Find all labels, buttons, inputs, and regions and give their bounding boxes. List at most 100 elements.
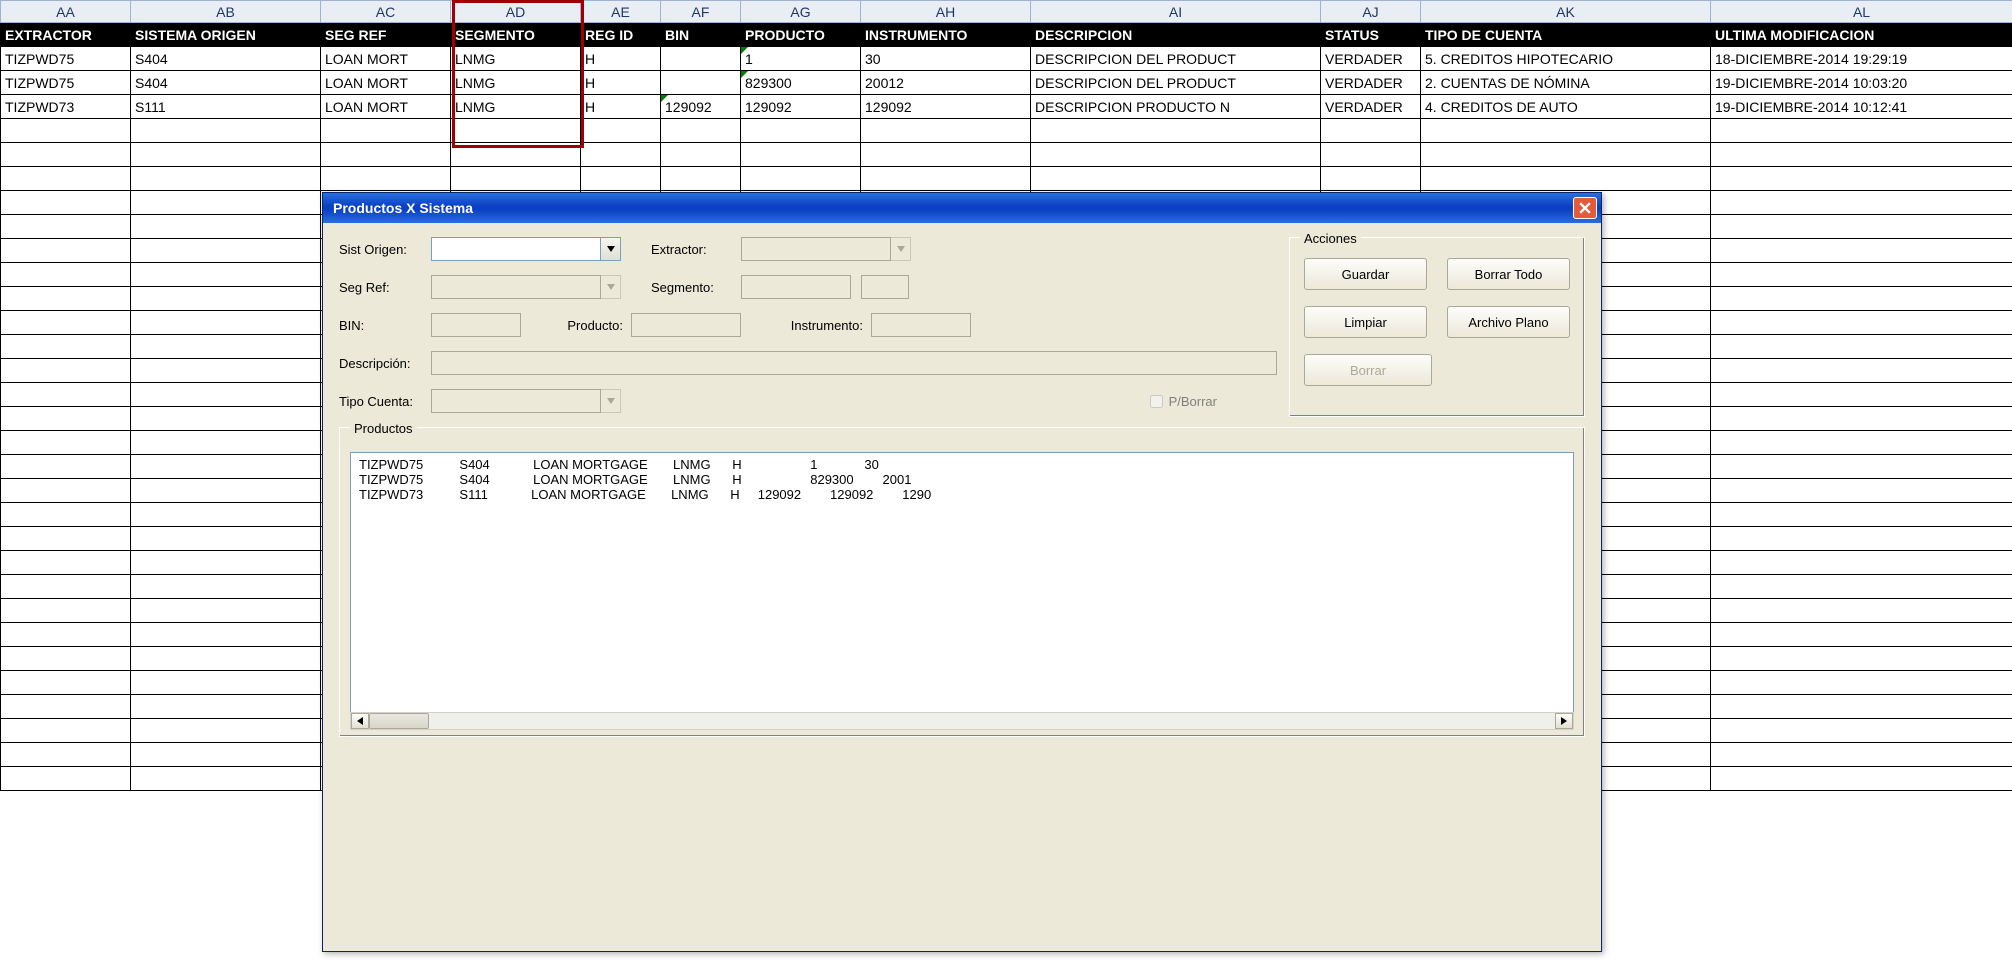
cell[interactable]: 829300	[741, 71, 861, 95]
cell[interactable]	[321, 119, 451, 143]
cell[interactable]	[131, 359, 321, 383]
column-letter-AG[interactable]: AG	[741, 1, 861, 23]
cell[interactable]	[1, 431, 131, 455]
cell[interactable]	[661, 143, 741, 167]
cell[interactable]	[661, 47, 741, 71]
cell[interactable]	[1711, 239, 2012, 263]
cell[interactable]	[1711, 551, 2012, 575]
column-letter-AH[interactable]: AH	[861, 1, 1031, 23]
cell[interactable]: S404	[131, 47, 321, 71]
cell[interactable]	[1, 743, 131, 767]
cell[interactable]	[131, 767, 321, 791]
column-letter-AA[interactable]: AA	[1, 1, 131, 23]
cell[interactable]	[1711, 575, 2012, 599]
cell[interactable]: LOAN MORT	[321, 71, 451, 95]
cell[interactable]	[131, 287, 321, 311]
scroll-left-button[interactable]	[351, 713, 369, 729]
cell[interactable]	[1711, 143, 2012, 167]
cell[interactable]: TIZPWD73	[1, 95, 131, 119]
cell[interactable]: 30	[861, 47, 1031, 71]
cell[interactable]	[1, 167, 131, 191]
cell[interactable]	[131, 479, 321, 503]
cell[interactable]	[1421, 119, 1711, 143]
cell[interactable]	[1711, 263, 2012, 287]
cell[interactable]	[1031, 167, 1321, 191]
cell[interactable]	[1711, 215, 2012, 239]
cell[interactable]	[1, 455, 131, 479]
cell[interactable]	[1711, 359, 2012, 383]
cell[interactable]	[131, 455, 321, 479]
cell[interactable]	[1711, 527, 2012, 551]
cell[interactable]	[1, 527, 131, 551]
cell[interactable]	[131, 239, 321, 263]
cell[interactable]	[1421, 143, 1711, 167]
cell[interactable]	[1, 719, 131, 743]
guardar-button[interactable]: Guardar	[1304, 258, 1427, 290]
cell[interactable]	[131, 719, 321, 743]
cell[interactable]	[861, 119, 1031, 143]
cell[interactable]	[451, 143, 581, 167]
cell[interactable]	[1711, 647, 2012, 671]
cell[interactable]	[861, 143, 1031, 167]
cell[interactable]	[1711, 287, 2012, 311]
cell[interactable]: 20012	[861, 71, 1031, 95]
cell[interactable]	[741, 143, 861, 167]
cell[interactable]	[1711, 623, 2012, 647]
cell[interactable]	[1711, 767, 2012, 791]
cell[interactable]	[1, 503, 131, 527]
cell[interactable]	[1, 143, 131, 167]
cell[interactable]	[1, 335, 131, 359]
cell[interactable]	[861, 167, 1031, 191]
dialog-titlebar[interactable]: Productos X Sistema	[323, 193, 1601, 223]
cell[interactable]	[131, 623, 321, 647]
column-letter-AL[interactable]: AL	[1711, 1, 2012, 23]
cell[interactable]	[131, 647, 321, 671]
cell[interactable]: S111	[131, 95, 321, 119]
cell[interactable]	[1, 263, 131, 287]
cell[interactable]	[1711, 671, 2012, 695]
cell[interactable]: 129092	[861, 95, 1031, 119]
archivo-plano-button[interactable]: Archivo Plano	[1447, 306, 1570, 338]
cell[interactable]	[131, 167, 321, 191]
column-letter-AD[interactable]: AD	[451, 1, 581, 23]
cell[interactable]: DESCRIPCION DEL PRODUCT	[1031, 47, 1321, 71]
cell[interactable]: 1	[741, 47, 861, 71]
cell[interactable]: 18-DICIEMBRE-2014 19:29:19	[1711, 47, 2012, 71]
cell[interactable]: 19-DICIEMBRE-2014 10:03:20	[1711, 71, 2012, 95]
cell[interactable]: LNMG	[451, 47, 581, 71]
cell[interactable]	[741, 119, 861, 143]
cell[interactable]	[1, 575, 131, 599]
cell[interactable]: DESCRIPCION DEL PRODUCT	[1031, 71, 1321, 95]
cell[interactable]	[1711, 311, 2012, 335]
cell[interactable]	[1031, 143, 1321, 167]
cell[interactable]	[131, 263, 321, 287]
cell[interactable]	[131, 407, 321, 431]
cell[interactable]	[1, 215, 131, 239]
column-letter-AE[interactable]: AE	[581, 1, 661, 23]
cell[interactable]	[1711, 455, 2012, 479]
cell[interactable]	[1, 191, 131, 215]
cell[interactable]	[1, 599, 131, 623]
cell[interactable]	[321, 167, 451, 191]
cell[interactable]	[321, 143, 451, 167]
cell[interactable]	[1031, 119, 1321, 143]
cell[interactable]	[1711, 503, 2012, 527]
cell[interactable]: H	[581, 95, 661, 119]
cell[interactable]	[131, 431, 321, 455]
cell[interactable]	[131, 503, 321, 527]
cell[interactable]: LNMG	[451, 71, 581, 95]
cell[interactable]: H	[581, 47, 661, 71]
cell[interactable]: 129092	[741, 95, 861, 119]
limpiar-button[interactable]: Limpiar	[1304, 306, 1427, 338]
combo-sist-origen[interactable]	[431, 237, 621, 261]
cell[interactable]	[131, 671, 321, 695]
cell[interactable]	[1711, 407, 2012, 431]
cell[interactable]: VERDADER	[1321, 95, 1421, 119]
cell[interactable]	[741, 167, 861, 191]
column-letter-AF[interactable]: AF	[661, 1, 741, 23]
cell[interactable]: H	[581, 71, 661, 95]
borrar-todo-button[interactable]: Borrar Todo	[1447, 258, 1570, 290]
cell[interactable]	[1, 383, 131, 407]
cell[interactable]	[1, 647, 131, 671]
cell[interactable]	[1711, 167, 2012, 191]
